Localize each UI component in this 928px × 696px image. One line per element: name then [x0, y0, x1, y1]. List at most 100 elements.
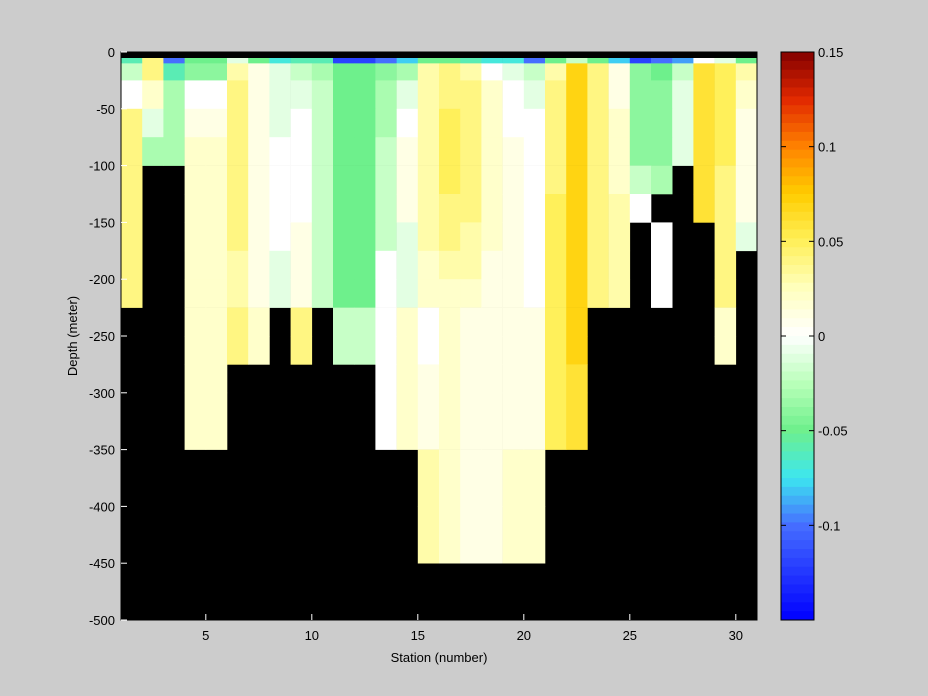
colorbar-swatch	[781, 540, 814, 550]
heatmap-cell	[608, 279, 631, 308]
heatmap-cell	[714, 63, 737, 81]
heatmap-cell	[502, 506, 525, 564]
heatmap-cell	[502, 392, 525, 450]
heatmap-cell	[460, 137, 482, 166]
heatmap-cell	[545, 336, 567, 365]
heatmap-cell	[439, 80, 461, 110]
heatmap-cell	[205, 250, 228, 280]
heatmap-cell	[502, 307, 525, 337]
heatmap-cell	[290, 194, 313, 223]
heatmap-cell	[184, 307, 207, 337]
heatmap-cell	[396, 307, 419, 337]
heatmap-cell	[354, 63, 376, 81]
heatmap-cell	[714, 336, 737, 365]
colorbar-tick-label: 0.05	[818, 234, 843, 249]
heatmap-cell	[439, 222, 461, 252]
colorbar-swatch	[781, 602, 814, 612]
heatmap-cell	[396, 392, 419, 450]
colorbar-swatch	[781, 353, 814, 364]
heatmap-cell	[205, 307, 228, 337]
heatmap-cell	[439, 279, 461, 308]
heatmap-cell	[672, 63, 694, 81]
heatmap-cell	[311, 63, 334, 81]
heatmap-cell	[269, 80, 291, 110]
heatmap-cell	[375, 137, 397, 166]
colorbar-tick-label: 0	[818, 329, 825, 344]
heatmap-cell	[735, 137, 758, 166]
colorbar-swatch	[781, 78, 814, 89]
heatmap-cell	[269, 165, 291, 195]
heatmap-cell	[417, 137, 440, 166]
colorbar-swatch	[781, 158, 814, 168]
colorbar	[781, 52, 814, 621]
heatmap-cell	[481, 279, 503, 308]
heatmap-cell	[460, 364, 482, 394]
heatmap-cell	[502, 165, 525, 195]
heatmap-cell	[651, 279, 673, 308]
heatmap-cell	[417, 194, 440, 223]
heatmap-cell	[566, 336, 588, 365]
colorbar-swatch	[781, 60, 814, 71]
heatmap-cell	[545, 279, 567, 308]
heatmap-cell	[502, 336, 525, 365]
heatmap-cell	[184, 222, 207, 252]
heatmap-cell	[311, 137, 334, 166]
heatmap-cell	[290, 336, 313, 365]
heatmap-cell	[523, 137, 546, 166]
heatmap-cell	[629, 108, 652, 138]
colorbar-swatch	[781, 566, 814, 577]
heatmap-cell	[439, 336, 461, 365]
colorbar-ticks: 0.15 0.1 0.05 0 -0.05 -0.1	[781, 45, 848, 533]
colorbar-swatch	[781, 424, 814, 435]
colorbar-swatch	[781, 300, 814, 310]
heatmap-cell	[290, 250, 313, 280]
heatmap-cell	[205, 392, 228, 450]
heatmap-cell	[227, 222, 249, 252]
heatmap-cell	[545, 63, 567, 81]
heatmap-cell	[460, 307, 482, 337]
heatmap-cell	[290, 307, 313, 337]
colorbar-swatch	[781, 167, 814, 177]
heatmap-cell	[205, 63, 228, 81]
x-tick-label: 5	[202, 628, 209, 643]
heatmap-cell	[248, 194, 270, 223]
heatmap-cell	[311, 108, 334, 138]
x-tick-label: 15	[411, 628, 425, 643]
heatmap-cell	[460, 63, 482, 81]
heatmap-cell	[502, 137, 525, 166]
heatmap-cell	[227, 108, 249, 138]
heatmap-cell	[333, 137, 355, 166]
heatmap-cell	[184, 364, 207, 394]
heatmap-cells	[121, 52, 758, 564]
heatmap-cell	[481, 392, 503, 450]
y-tick-label: 0	[108, 45, 115, 60]
heatmap-cell	[481, 307, 503, 337]
heatmap-cell	[311, 165, 334, 195]
heatmap-cell	[651, 80, 673, 110]
heatmap-cell	[269, 137, 291, 166]
heatmap-cell	[354, 194, 376, 223]
colorbar-swatch	[781, 469, 814, 479]
heatmap-cell	[629, 63, 652, 81]
heatmap-cell	[354, 80, 376, 110]
colorbar-swatch	[781, 575, 814, 586]
colorbar-swatch	[781, 371, 814, 381]
heatmap-cell	[460, 222, 482, 252]
heatmap-cell	[121, 108, 143, 138]
heatmap-cell	[714, 137, 737, 166]
heatmap-cell	[502, 63, 525, 81]
heatmap-cell	[566, 194, 588, 223]
heatmap-cell	[651, 137, 673, 166]
heatmap-cell	[566, 279, 588, 308]
colorbar-swatch	[781, 140, 814, 151]
heatmap-cell	[396, 63, 419, 81]
colorbar-swatch	[781, 513, 814, 523]
heatmap-cell	[439, 63, 461, 81]
heatmap-cell	[566, 364, 588, 394]
heatmap-cell	[481, 63, 503, 81]
heatmap-cell	[227, 279, 249, 308]
colorbar-swatch	[781, 256, 814, 266]
heatmap-cell	[184, 279, 207, 308]
heatmap-cell	[184, 63, 207, 81]
heatmap-cell	[481, 194, 503, 223]
